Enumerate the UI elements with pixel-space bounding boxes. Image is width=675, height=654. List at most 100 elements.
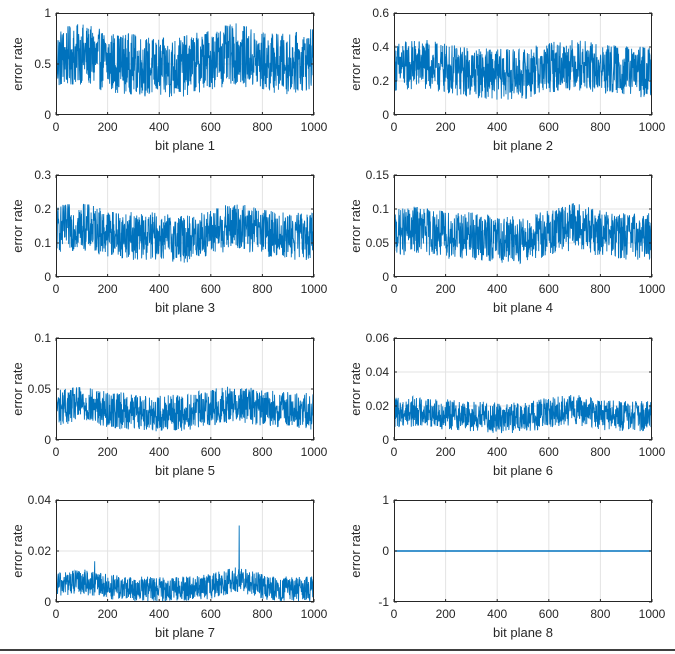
x-tick-label: 0 [53, 445, 60, 459]
y-tick-label: 0.4 [372, 40, 389, 54]
y-tick-label: 0.1 [34, 331, 51, 345]
x-tick-label: 1000 [639, 282, 666, 296]
y-tick-label: 0 [382, 544, 389, 558]
x-tick-label: 800 [252, 120, 272, 134]
x-tick-label: 200 [436, 120, 456, 134]
x-tick-label: 800 [252, 445, 272, 459]
bottom-rule [0, 649, 675, 651]
x-tick-label: 1000 [639, 607, 666, 621]
subplot-3: 0 200 400 600 800 1000 0 0.1 0.2 0.3 bit plane 3 er… [10, 168, 328, 315]
y-tick-label: 0.15 [366, 168, 390, 182]
x-axis-label: bit plane 8 [493, 625, 553, 640]
subplot-6: 0 200 400 600 800 1000 0 0.02 0.04 0.06 bit plane … [348, 331, 666, 478]
axes-box [394, 338, 652, 440]
x-tick-label: 0 [391, 445, 398, 459]
y-axis-label: error rate [348, 362, 363, 415]
x-tick-label: 200 [436, 445, 456, 459]
subplot-4: 0 200 400 600 800 1000 0 0.05 0.1 0.15 bit plane 4… [348, 168, 666, 315]
x-tick-label: 400 [487, 282, 507, 296]
y-tick-label: 1 [382, 493, 389, 507]
y-axis-label: error rate [348, 524, 363, 577]
x-tick-label: 800 [590, 445, 610, 459]
x-tick-label: 400 [149, 445, 169, 459]
x-tick-label: 1000 [301, 120, 328, 134]
y-tick-label: 0.1 [372, 202, 389, 216]
x-tick-label: 600 [201, 120, 221, 134]
x-tick-label: 1000 [639, 445, 666, 459]
x-tick-label: 1000 [301, 282, 328, 296]
subplot-5: 0 200 400 600 800 1000 0 0.05 0.1 bit plane 5 erro… [10, 331, 328, 478]
x-tick-label: 400 [149, 120, 169, 134]
y-axis-label: error rate [10, 199, 25, 252]
series-line [394, 40, 652, 100]
y-tick-label: 0.5 [34, 57, 51, 71]
x-axis-label: bit plane 2 [493, 138, 553, 153]
axes-box [394, 175, 652, 277]
y-tick-label: 1 [44, 6, 51, 20]
series-line [394, 394, 652, 434]
x-tick-label: 600 [539, 607, 559, 621]
y-axis-label: error rate [10, 524, 25, 577]
x-tick-label: 1000 [301, 445, 328, 459]
x-tick-label: 800 [252, 282, 272, 296]
x-axis-label: bit plane 5 [155, 463, 215, 478]
y-tick-label: 0.2 [34, 202, 51, 216]
y-tick-label: -1 [378, 595, 389, 609]
subplot-2: 0 200 400 600 800 1000 0 0.2 0.4 0.6 bit plane 2 er… [348, 6, 666, 153]
y-tick-label: 0.6 [372, 6, 389, 20]
x-tick-label: 400 [149, 282, 169, 296]
x-tick-label: 400 [487, 120, 507, 134]
series-line [394, 203, 652, 265]
x-tick-label: 0 [391, 120, 398, 134]
x-tick-label: 800 [590, 607, 610, 621]
x-tick-label: 800 [590, 282, 610, 296]
x-tick-label: 200 [98, 282, 118, 296]
series-line [56, 203, 314, 263]
y-tick-label: 0.3 [34, 168, 51, 182]
x-tick-label: 1000 [301, 607, 328, 621]
subplot-7: 0 200 400 600 800 1000 0 0.02 0.04 bit plane 7 err… [10, 493, 328, 640]
y-axis-label: error rate [348, 37, 363, 90]
x-axis-label: bit plane 3 [155, 300, 215, 315]
x-tick-label: 0 [391, 607, 398, 621]
y-tick-label: 0 [44, 108, 51, 122]
y-axis-label: error rate [348, 199, 363, 252]
x-tick-label: 200 [436, 282, 456, 296]
x-tick-label: 800 [252, 607, 272, 621]
y-tick-label: 0.04 [28, 493, 52, 507]
y-tick-label: 0 [382, 270, 389, 284]
y-tick-label: 0.05 [366, 236, 390, 250]
x-tick-label: 200 [98, 445, 118, 459]
x-axis-label: bit plane 7 [155, 625, 215, 640]
x-axis-label: bit plane 1 [155, 138, 215, 153]
y-tick-label: 0.1 [34, 236, 51, 250]
x-tick-label: 200 [436, 607, 456, 621]
x-tick-label: 600 [201, 607, 221, 621]
x-tick-label: 0 [53, 120, 60, 134]
y-tick-label: 0.02 [28, 544, 52, 558]
x-tick-label: 0 [53, 607, 60, 621]
x-tick-label: 600 [539, 445, 559, 459]
y-tick-label: 0.04 [366, 365, 390, 379]
y-axis-label: error rate [10, 37, 25, 90]
axes-box [56, 175, 314, 277]
y-tick-label: 0 [382, 433, 389, 447]
x-tick-label: 800 [590, 120, 610, 134]
x-tick-label: 400 [149, 607, 169, 621]
y-axis-label: error rate [10, 362, 25, 415]
x-tick-label: 600 [201, 282, 221, 296]
x-tick-label: 200 [98, 120, 118, 134]
y-tick-label: 0 [44, 433, 51, 447]
x-tick-label: 600 [539, 282, 559, 296]
x-tick-label: 600 [201, 445, 221, 459]
y-tick-label: 0.05 [28, 382, 52, 396]
x-tick-label: 0 [391, 282, 398, 296]
series-line [56, 23, 314, 98]
y-tick-label: 0.2 [372, 74, 389, 88]
x-tick-label: 400 [487, 607, 507, 621]
x-tick-label: 400 [487, 445, 507, 459]
x-tick-label: 200 [98, 607, 118, 621]
x-axis-label: bit plane 6 [493, 463, 553, 478]
